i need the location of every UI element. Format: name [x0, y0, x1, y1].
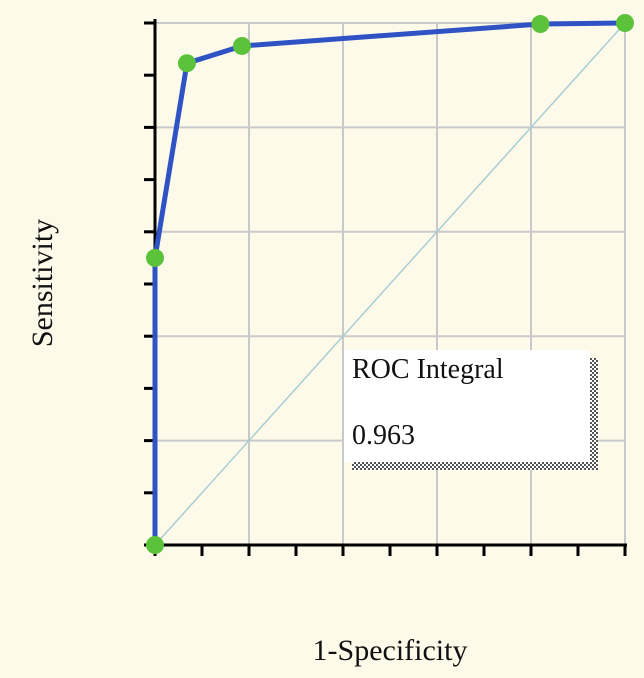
- point: [177, 54, 196, 73]
- point: [616, 14, 634, 32]
- roc-line: [152, 20, 626, 545]
- grid: [144, 19, 627, 556]
- point: [146, 536, 164, 554]
- reference-line: [154, 22, 626, 546]
- annotation-box: ROC Integral 0.963: [344, 350, 598, 470]
- y-axis-label: Sensitivity: [26, 219, 59, 347]
- point: [232, 36, 251, 55]
- point: [146, 248, 164, 267]
- annotation-value: 0.963: [352, 420, 415, 451]
- point: [531, 15, 550, 34]
- plot: [146, 14, 634, 554]
- x-axis-label: 1-Specificity: [313, 634, 468, 667]
- annotation-label: ROC Integral: [352, 354, 504, 385]
- box: [344, 350, 590, 462]
